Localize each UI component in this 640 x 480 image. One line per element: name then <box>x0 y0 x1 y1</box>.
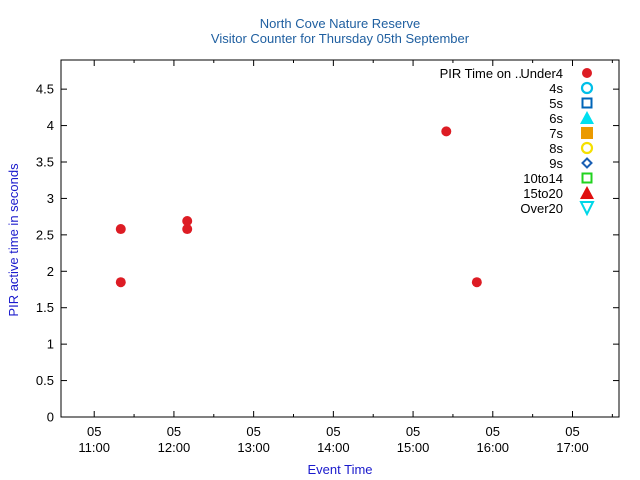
legend-label: 9s <box>549 156 563 171</box>
legend-label: 4s <box>549 81 563 96</box>
data-point <box>471 277 482 288</box>
y-tick-label: 4 <box>47 118 54 133</box>
x-tick-day: 05 <box>246 424 260 439</box>
legend-label: 8s <box>549 141 563 156</box>
x-tick-day: 05 <box>565 424 579 439</box>
x-axis-label: Event Time <box>307 462 372 477</box>
x-tick-day: 05 <box>406 424 420 439</box>
legend-label: Under4 <box>520 66 563 81</box>
y-tick-label: 3 <box>47 191 54 206</box>
x-axis: 0511:000512:000513:000514:000515:000516:… <box>78 60 613 455</box>
x-tick-label: 17:00 <box>556 440 589 455</box>
y-tick-label: 4.5 <box>36 82 54 97</box>
data-point <box>115 277 126 288</box>
y-axis: 0 0.5 1 1.5 2 2.5 3 3.5 4 4.5 <box>36 82 619 425</box>
y-tick-label: 1 <box>47 337 54 352</box>
y-tick-label: 1.5 <box>36 300 54 315</box>
legend-label: 6s <box>549 111 563 126</box>
legend-label: 5s <box>549 96 563 111</box>
legend-marker <box>579 201 595 217</box>
legend-heading: PIR Time on .. <box>440 66 522 81</box>
y-tick-label: 3.5 <box>36 155 54 170</box>
x-tick-label: 15:00 <box>397 440 430 455</box>
legend-marker <box>582 68 592 78</box>
chart-subtitle: Visitor Counter for Thursday 05th Septem… <box>211 31 470 46</box>
legend-marker <box>580 186 594 199</box>
plot-frame <box>60 59 620 418</box>
x-tick-label: 12:00 <box>158 440 191 455</box>
y-tick-label: 0.5 <box>36 373 54 388</box>
legend: PIR Time on ..Under44s5s6s7s8s9s10to1415… <box>440 66 595 217</box>
legend-label: 15to20 <box>523 186 563 201</box>
legend-marker <box>580 111 594 124</box>
x-tick-day: 05 <box>326 424 340 439</box>
y-tick-label: 2 <box>47 264 54 279</box>
legend-marker <box>580 81 594 95</box>
legend-marker <box>581 157 593 169</box>
data-point <box>182 216 193 227</box>
x-tick-day: 05 <box>486 424 500 439</box>
legend-label: 7s <box>549 126 563 141</box>
y-tick-label: 0 <box>47 410 54 425</box>
data-point <box>441 126 452 137</box>
chart-title: North Cove Nature Reserve <box>260 16 420 31</box>
x-tick-label: 11:00 <box>78 440 110 455</box>
y-axis-label: PIR active time in seconds <box>6 163 21 317</box>
x-tick-day: 05 <box>167 424 181 439</box>
legend-marker <box>580 141 594 155</box>
legend-label: 10to14 <box>523 171 563 186</box>
legend-marker <box>581 97 593 109</box>
x-tick-label: 14:00 <box>317 440 350 455</box>
legend-label: Over20 <box>520 201 563 216</box>
legend-marker <box>581 127 593 139</box>
data-point <box>115 224 126 235</box>
data-points <box>115 126 482 288</box>
x-tick-day: 05 <box>87 424 101 439</box>
x-tick-label: 13:00 <box>237 440 270 455</box>
data-point <box>182 224 193 235</box>
y-tick-label: 2.5 <box>36 227 54 242</box>
legend-marker <box>581 172 593 184</box>
x-tick-label: 16:00 <box>477 440 510 455</box>
